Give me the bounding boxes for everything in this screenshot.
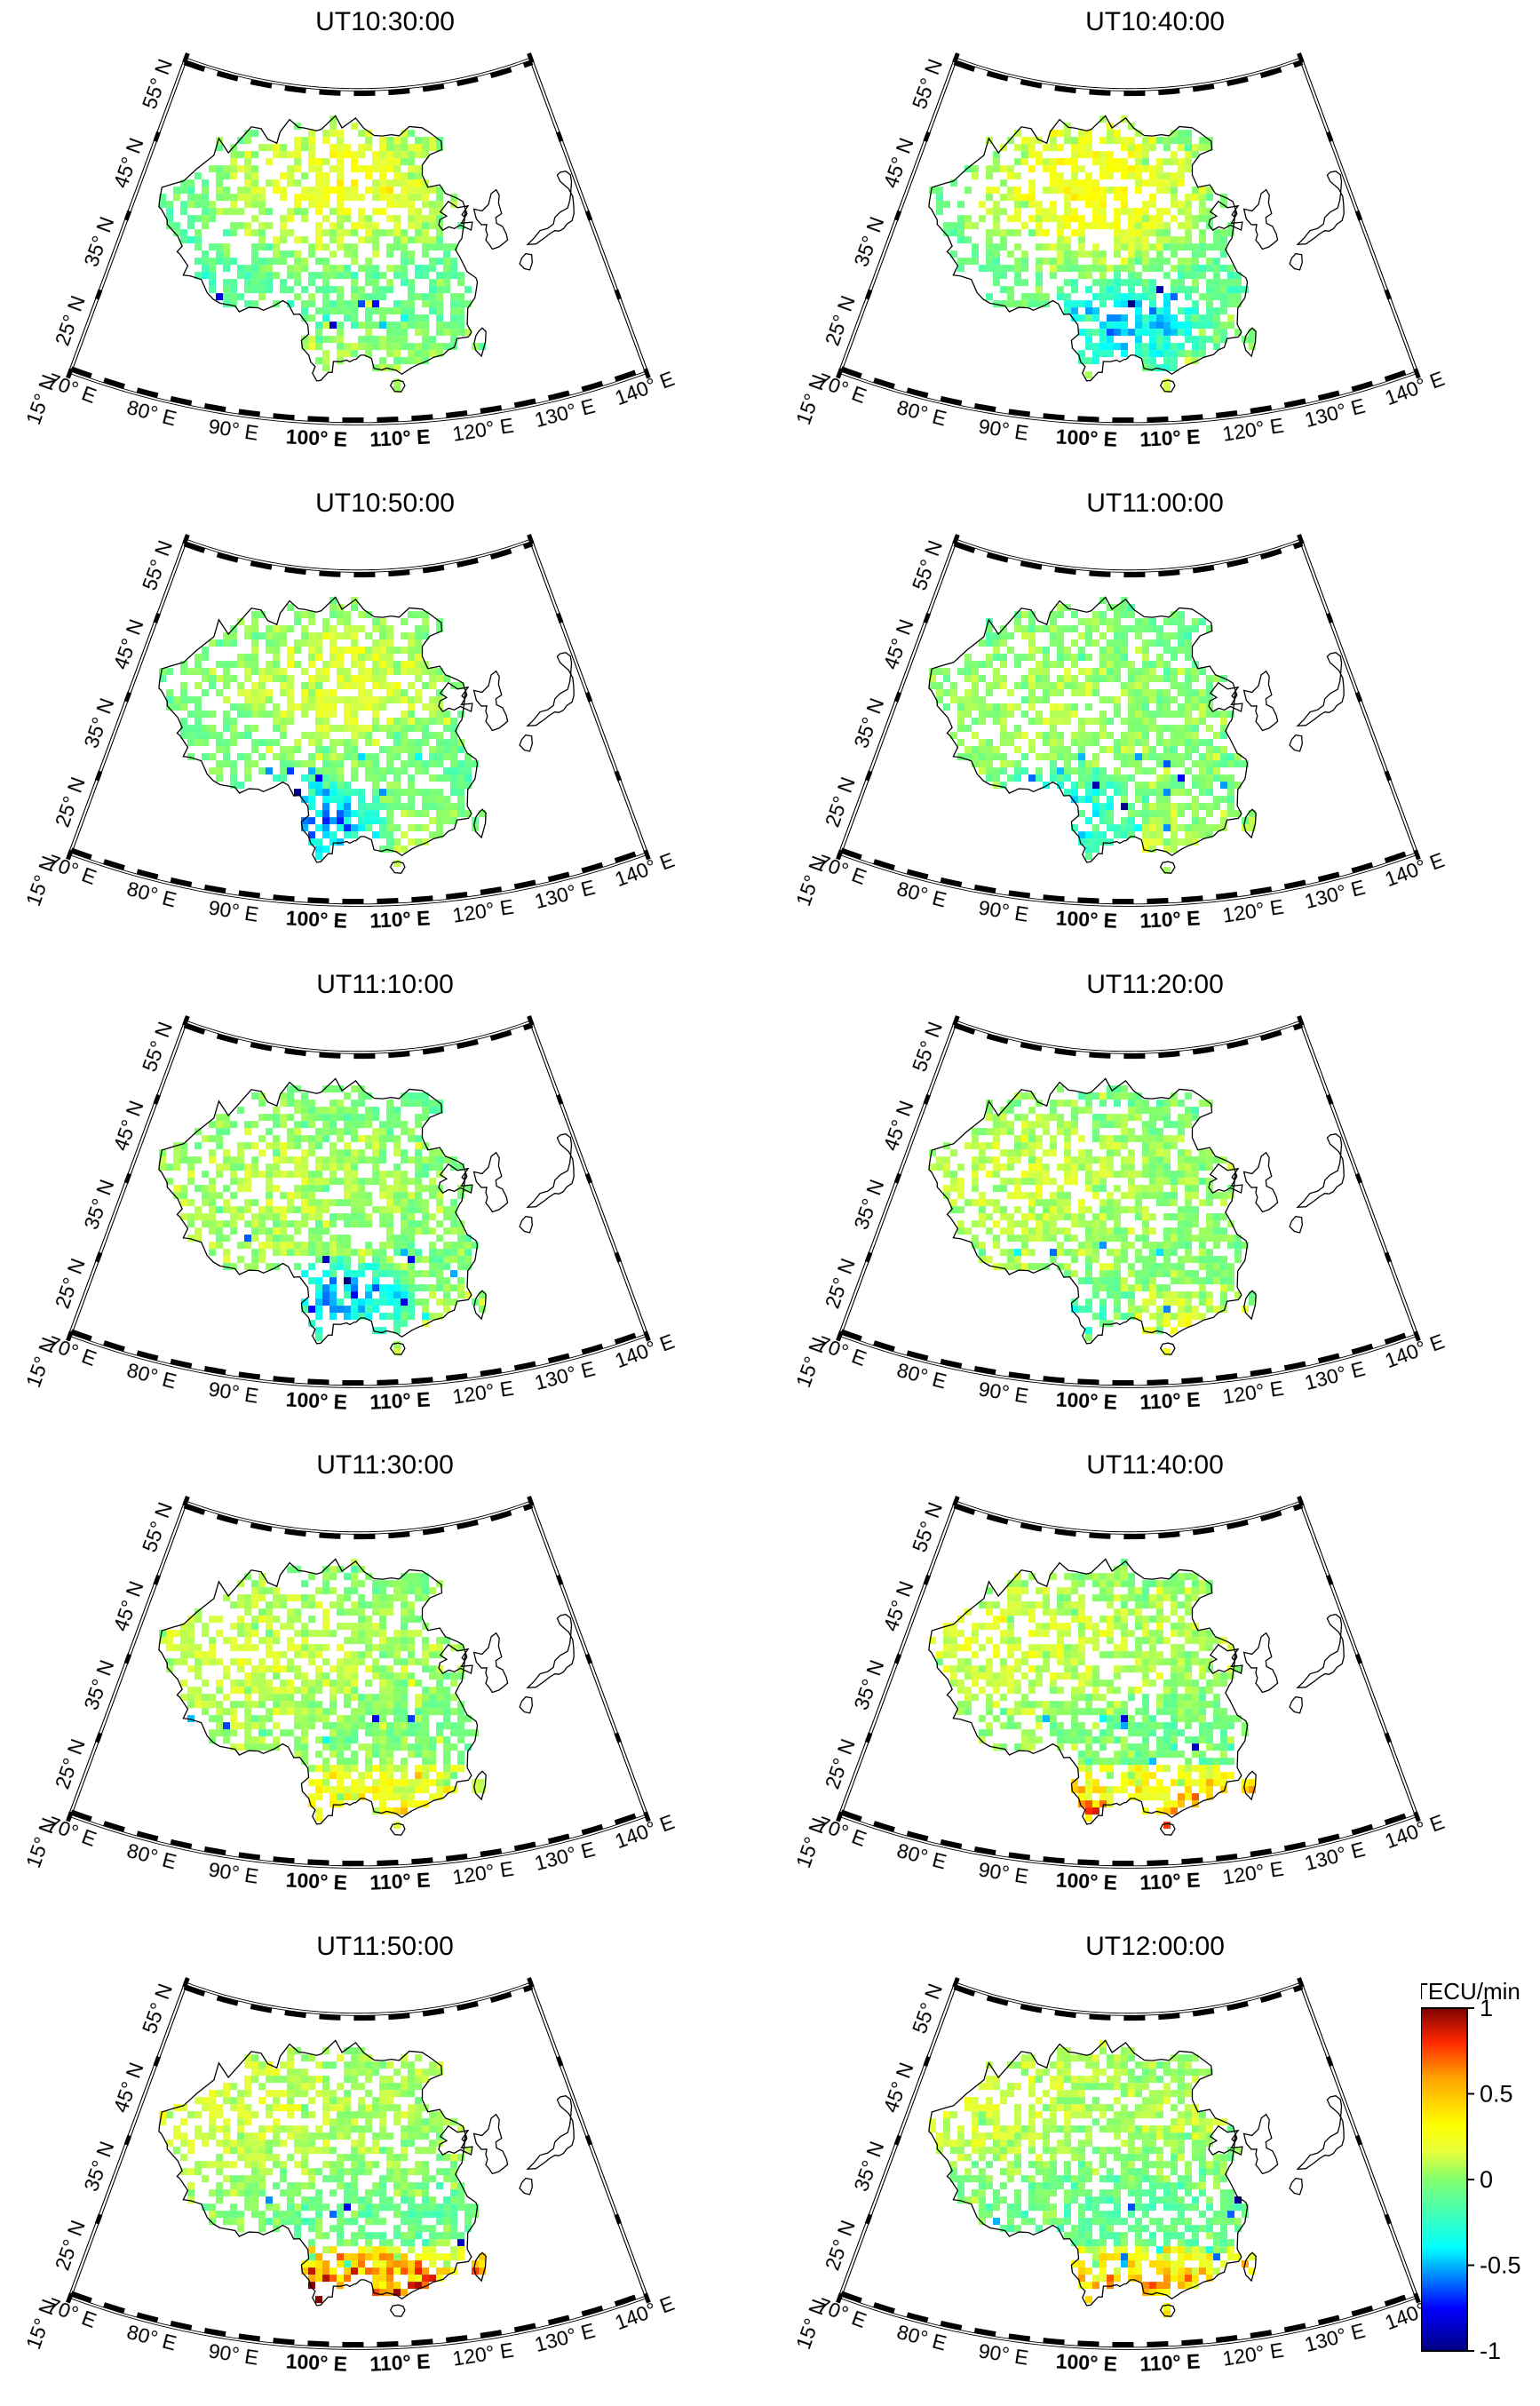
svg-text:110° E: 110° E <box>1139 1869 1201 1894</box>
svg-text:130° E: 130° E <box>1302 394 1368 433</box>
svg-text:-0.5: -0.5 <box>1480 2252 1521 2279</box>
svg-text:UT12:00:00: UT12:00:00 <box>1085 1932 1225 1961</box>
svg-text:110° E: 110° E <box>1139 906 1201 932</box>
svg-text:90° E: 90° E <box>207 2339 260 2370</box>
svg-text:UT11:30:00: UT11:30:00 <box>316 1450 454 1480</box>
svg-text:100° E: 100° E <box>285 1387 348 1413</box>
svg-text:110° E: 110° E <box>369 906 431 932</box>
svg-text:100° E: 100° E <box>285 425 348 451</box>
svg-text:130° E: 130° E <box>532 1838 598 1876</box>
svg-text:90° E: 90° E <box>977 2339 1030 2370</box>
svg-text:130° E: 130° E <box>1302 875 1368 913</box>
svg-text:TECU/min: TECU/min <box>1421 1978 1520 2005</box>
svg-text:100° E: 100° E <box>285 906 348 932</box>
svg-text:90° E: 90° E <box>977 1377 1030 1407</box>
svg-text:-1: -1 <box>1480 2338 1501 2364</box>
svg-text:UT11:40:00: UT11:40:00 <box>1086 1450 1224 1480</box>
svg-text:90° E: 90° E <box>207 1858 260 1888</box>
svg-text:UT10:50:00: UT10:50:00 <box>315 488 455 518</box>
svg-text:90° E: 90° E <box>977 1858 1030 1888</box>
svg-text:110° E: 110° E <box>1139 1387 1201 1413</box>
svg-text:100° E: 100° E <box>1055 425 1118 451</box>
svg-text:0.5: 0.5 <box>1480 2081 1513 2108</box>
svg-text:130° E: 130° E <box>532 2319 598 2357</box>
svg-text:0: 0 <box>1480 2166 1493 2193</box>
svg-text:1: 1 <box>1480 1995 1493 2021</box>
svg-text:100° E: 100° E <box>1055 906 1118 932</box>
svg-text:110° E: 110° E <box>369 1869 431 1894</box>
svg-text:UT11:10:00: UT11:10:00 <box>316 970 454 999</box>
svg-text:110° E: 110° E <box>1139 425 1201 451</box>
svg-text:100° E: 100° E <box>1055 1869 1118 1894</box>
svg-text:90° E: 90° E <box>207 895 260 925</box>
svg-text:100° E: 100° E <box>1055 1387 1118 1413</box>
svg-text:UT11:50:00: UT11:50:00 <box>316 1932 454 1961</box>
svg-text:90° E: 90° E <box>207 415 260 445</box>
svg-text:110° E: 110° E <box>369 1387 431 1413</box>
svg-text:UT10:30:00: UT10:30:00 <box>315 7 455 36</box>
svg-text:110° E: 110° E <box>369 425 431 451</box>
svg-text:90° E: 90° E <box>977 415 1030 445</box>
svg-text:100° E: 100° E <box>285 1869 348 1894</box>
svg-text:UT10:40:00: UT10:40:00 <box>1085 7 1225 36</box>
svg-text:90° E: 90° E <box>977 895 1030 925</box>
svg-text:100° E: 100° E <box>1055 2350 1118 2376</box>
svg-text:130° E: 130° E <box>532 875 598 913</box>
svg-text:130° E: 130° E <box>1302 1356 1368 1394</box>
svg-text:UT11:00:00: UT11:00:00 <box>1086 488 1224 518</box>
svg-text:130° E: 130° E <box>1302 1838 1368 1876</box>
svg-text:130° E: 130° E <box>1302 2319 1368 2357</box>
svg-text:90° E: 90° E <box>207 1377 260 1407</box>
svg-text:110° E: 110° E <box>369 2350 431 2376</box>
svg-text:130° E: 130° E <box>532 394 598 433</box>
svg-text:100° E: 100° E <box>285 2350 348 2376</box>
svg-text:UT11:20:00: UT11:20:00 <box>1086 970 1224 999</box>
svg-text:130° E: 130° E <box>532 1356 598 1394</box>
svg-text:110° E: 110° E <box>1139 2350 1201 2376</box>
